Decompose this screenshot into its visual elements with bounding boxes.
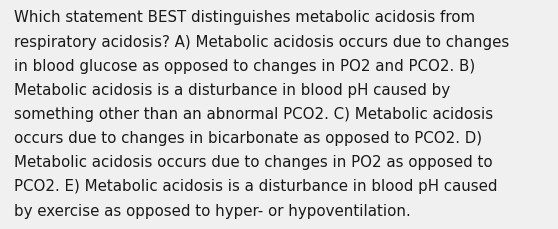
Text: Metabolic acidosis occurs due to changes in PO2 as opposed to: Metabolic acidosis occurs due to changes… xyxy=(14,155,493,169)
Text: respiratory acidosis? A) Metabolic acidosis occurs due to changes: respiratory acidosis? A) Metabolic acido… xyxy=(14,34,509,49)
Text: by exercise as opposed to hyper- or hypoventilation.: by exercise as opposed to hyper- or hypo… xyxy=(14,203,411,218)
Text: PCO2. E) Metabolic acidosis is a disturbance in blood pH caused: PCO2. E) Metabolic acidosis is a disturb… xyxy=(14,179,497,194)
Text: in blood glucose as opposed to changes in PO2 and PCO2. B): in blood glucose as opposed to changes i… xyxy=(14,58,475,73)
Text: Which statement BEST distinguishes metabolic acidosis from: Which statement BEST distinguishes metab… xyxy=(14,10,475,25)
Text: Metabolic acidosis is a disturbance in blood pH caused by: Metabolic acidosis is a disturbance in b… xyxy=(14,82,450,97)
Text: something other than an abnormal PCO2. C) Metabolic acidosis: something other than an abnormal PCO2. C… xyxy=(14,106,493,121)
Text: occurs due to changes in bicarbonate as opposed to PCO2. D): occurs due to changes in bicarbonate as … xyxy=(14,131,482,145)
